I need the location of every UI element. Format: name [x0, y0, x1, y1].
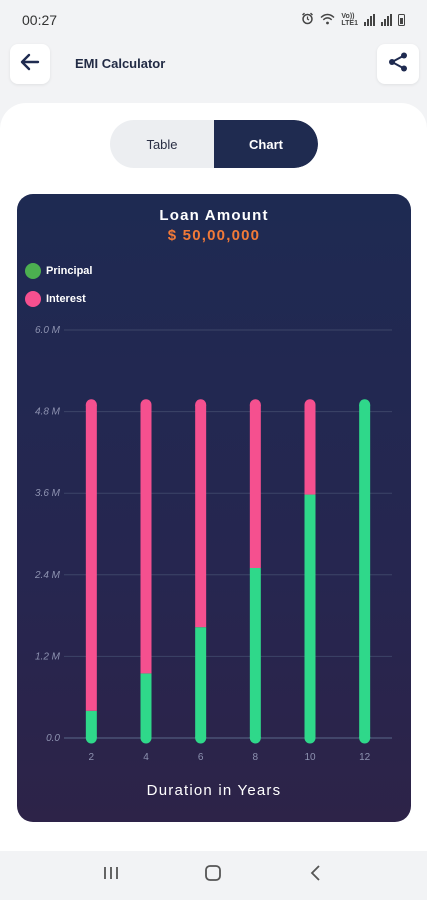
- bar-segment-principal: [249, 568, 261, 744]
- bar-segment-principal: [359, 399, 371, 744]
- x-tick-label: 10: [304, 752, 316, 763]
- page-title: EMI Calculator: [75, 56, 166, 71]
- alarm-icon: [301, 12, 314, 28]
- legend-item-interest: Interest: [25, 291, 92, 307]
- chart-card: Loan Amount $ 50,00,000 Principal Intere…: [17, 194, 411, 822]
- share-icon: [387, 51, 409, 78]
- legend-dot-interest: [25, 291, 41, 307]
- chevron-left-icon: [309, 864, 323, 887]
- bar-segment-principal: [195, 627, 207, 744]
- bar-segment-principal: [304, 494, 316, 744]
- stacked-bar-chart: 0.0 1.2 M 2.4 M 3.6 M 4.8 M 6.0 M 2 4 6 8 10 12: [34, 325, 392, 763]
- bar-segment-interest: [85, 399, 97, 711]
- chart-legend: Principal Interest: [25, 263, 92, 319]
- tab-chart[interactable]: Chart: [214, 120, 318, 168]
- y-tick-label: 6.0 M: [35, 325, 61, 336]
- bar-segment-principal: [85, 710, 97, 744]
- content-card: Table Chart Loan Amount $ 50,00,000 Prin…: [0, 103, 427, 851]
- signal-icon: [364, 14, 375, 26]
- x-tick-label: 8: [253, 752, 259, 763]
- bar-segment-interest: [195, 399, 207, 628]
- recent-apps-icon: [102, 865, 120, 886]
- tab-table[interactable]: Table: [146, 136, 178, 152]
- share-button[interactable]: [377, 44, 419, 84]
- app-header: EMI Calculator: [0, 40, 427, 100]
- volte-icon: Vo)) LTE1: [341, 13, 358, 27]
- y-tick-label: 4.8 M: [35, 407, 61, 418]
- recent-apps-button[interactable]: [91, 856, 131, 896]
- view-toggle: Table Chart: [110, 120, 318, 168]
- status-bar: 00:27 Vo)) LTE1: [0, 0, 427, 40]
- x-tick-label: 6: [198, 752, 204, 763]
- back-button[interactable]: [10, 44, 50, 84]
- y-tick-label: 2.4 M: [34, 570, 61, 581]
- legend-dot-principal: [25, 263, 41, 279]
- x-tick-label: 2: [89, 752, 95, 763]
- y-tick-label: 1.2 M: [35, 651, 61, 662]
- x-tick-label: 12: [359, 752, 371, 763]
- status-time: 00:27: [22, 12, 58, 28]
- chart-amount: $ 50,00,000: [167, 227, 261, 244]
- bar-segment-interest: [249, 399, 261, 568]
- bar-segment-interest: [304, 399, 316, 495]
- arrow-left-icon: [20, 53, 40, 76]
- wifi-icon: [320, 13, 335, 28]
- bar-segment-principal: [140, 673, 152, 744]
- legend-label-principal: Principal: [46, 265, 93, 277]
- y-tick-label: 3.6 M: [35, 488, 61, 499]
- home-icon: [204, 864, 222, 887]
- back-nav-button[interactable]: [296, 856, 336, 896]
- home-button[interactable]: [193, 856, 233, 896]
- bar-segment-interest: [140, 399, 152, 674]
- status-icons: Vo)) LTE1: [301, 12, 405, 28]
- battery-icon: [398, 14, 405, 26]
- legend-label-interest: Interest: [46, 293, 86, 305]
- legend-item-principal: Principal: [25, 263, 92, 279]
- system-nav-bar: [0, 851, 427, 900]
- x-axis-title: Duration in Years: [146, 782, 282, 799]
- x-tick-label: 4: [143, 752, 149, 763]
- y-tick-label: 0.0: [46, 733, 60, 744]
- signal-icon-2: [381, 14, 392, 26]
- chart-title: Loan Amount: [159, 207, 269, 224]
